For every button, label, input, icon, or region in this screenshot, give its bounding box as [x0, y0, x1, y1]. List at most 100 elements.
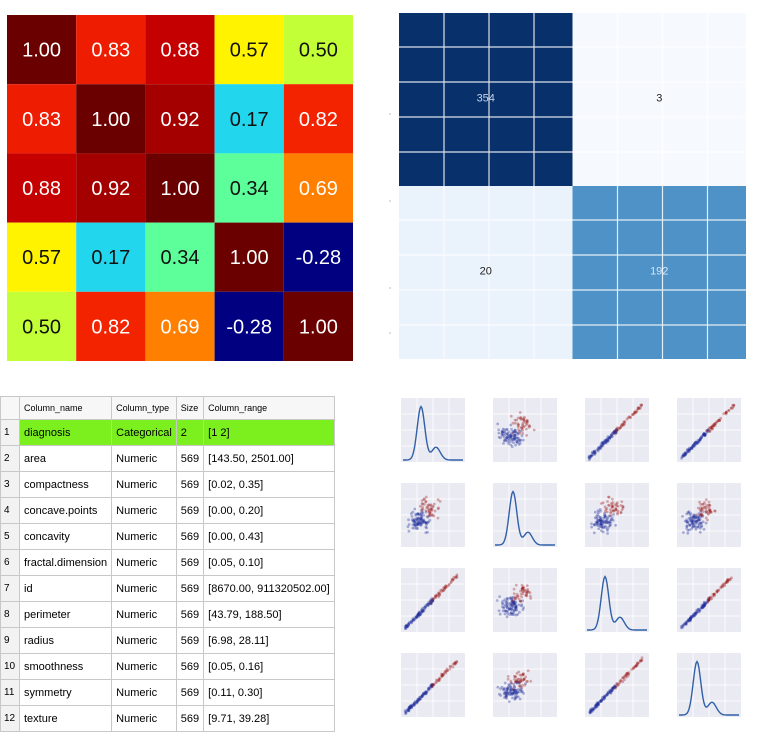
scatter-point [713, 424, 717, 427]
scatter-point [695, 442, 699, 446]
scatter-point [699, 521, 703, 525]
scatter-point [496, 422, 500, 426]
scatter-point [611, 505, 614, 508]
scatter-point [697, 524, 701, 527]
table-cell: 569 [175, 471, 205, 498]
scatter-point [636, 661, 639, 665]
scatter-point [705, 430, 709, 434]
scatter-point [719, 585, 723, 588]
column-header: Size [175, 396, 205, 420]
scatter-point [701, 605, 704, 609]
scatter-point [704, 507, 708, 511]
confusion-matrix-svg: 354 320 192 [389, 13, 746, 359]
scatter-point [418, 698, 422, 701]
scatter-point [603, 520, 606, 523]
scatter-point [422, 692, 425, 695]
scatter-point [497, 609, 501, 613]
scatter-point [426, 604, 430, 608]
scatter-point [614, 507, 618, 511]
scatter-point [700, 606, 704, 609]
scatter-point [513, 602, 516, 606]
scatter-point [591, 709, 595, 712]
scatter-point [705, 510, 708, 514]
scatter-point [614, 523, 617, 527]
scatter-point [448, 665, 452, 668]
scatter-point [609, 508, 612, 511]
scatter-point [427, 687, 430, 690]
scatter-point [626, 674, 630, 678]
scatter-point [599, 522, 602, 526]
scatter-point [610, 516, 614, 520]
scatter-point [589, 709, 593, 712]
scatter-point [513, 435, 516, 439]
scatter-point [638, 407, 642, 410]
scatter-point [514, 690, 518, 694]
scatter-point [687, 448, 691, 452]
scatter-point [702, 433, 706, 437]
scatter-point [624, 675, 628, 679]
scatter-point [406, 622, 410, 626]
scatter-point [421, 520, 425, 524]
scatter-point [418, 612, 422, 616]
scatter-point [418, 613, 421, 617]
scatter-point [612, 686, 615, 690]
scatter-point [413, 703, 416, 707]
scatter-point [420, 513, 423, 516]
scatter-point [596, 522, 599, 526]
scatter-point [600, 525, 603, 529]
scatter-point [707, 430, 710, 433]
scatter-point [715, 420, 719, 423]
scatter-point [599, 509, 602, 513]
scatter-point [455, 574, 458, 578]
scatter-point [412, 519, 416, 523]
scatter-point [726, 579, 730, 583]
scatter-point [600, 519, 603, 522]
scatter-point [716, 419, 720, 423]
scatter-point [697, 440, 701, 444]
scatter-point [599, 518, 603, 522]
scatter-point [708, 509, 712, 513]
scatter-point [689, 616, 693, 620]
scatter-point [524, 594, 528, 597]
scatter-point [692, 445, 695, 448]
table-header-row: Column_name Column_type Size Column_rang… [0, 396, 335, 420]
scatter-point [606, 438, 610, 442]
scatter-point [429, 510, 433, 513]
scatter-point [418, 521, 421, 525]
scatter-point [702, 604, 706, 607]
scatter-point [623, 674, 627, 678]
scatter-point [602, 521, 606, 524]
scatter-point [418, 521, 422, 525]
scatter-point [511, 691, 514, 695]
table-cell: radius [18, 627, 113, 654]
scatter-point [592, 708, 595, 711]
scatter-point [511, 604, 515, 608]
scatter-point [416, 516, 420, 520]
scatter-point [692, 525, 695, 529]
scatter-point [502, 692, 506, 696]
scatter-point [437, 677, 441, 681]
scatter-point [714, 422, 717, 425]
scatter-point [588, 711, 592, 714]
scatter-point [430, 685, 434, 689]
heatmap-label: 0.83 [22, 109, 61, 131]
scatter-point [593, 516, 597, 520]
scatter-point [640, 659, 644, 662]
scatter-point [510, 427, 513, 431]
scatter-point [501, 602, 505, 606]
scatter-point [526, 680, 529, 683]
scatter-point [614, 428, 618, 432]
scatter-point [596, 703, 600, 707]
scatter-point [511, 421, 515, 425]
scatter-point [516, 594, 520, 598]
heatmap-label: 0.69 [299, 178, 338, 200]
scatter-point [727, 409, 731, 412]
scatter-point [601, 443, 605, 446]
scatter-point [693, 519, 697, 522]
scatter-point [613, 684, 617, 688]
scatter-point [508, 596, 512, 600]
scatter-point [512, 682, 516, 686]
scatter-point [409, 705, 412, 709]
scatter-point [609, 518, 613, 521]
scatter-point [410, 704, 414, 708]
